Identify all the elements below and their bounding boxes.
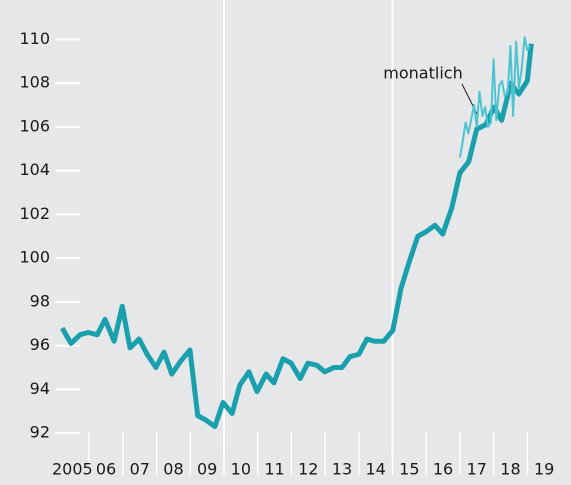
x-tick-label: 18 bbox=[500, 460, 520, 479]
x-tick-label: 2005 bbox=[52, 460, 93, 479]
x-tick-label: 19 bbox=[534, 460, 554, 479]
y-tick-label: 104 bbox=[19, 160, 50, 179]
x-tick-label: 12 bbox=[298, 460, 318, 479]
annotation: monatlich bbox=[383, 64, 462, 83]
x-tick-label: 06 bbox=[96, 460, 116, 479]
series-line bbox=[458, 36, 531, 158]
y-tick-label: 108 bbox=[19, 73, 50, 92]
y-tick-label: 110 bbox=[19, 29, 50, 48]
x-tick-label: 11 bbox=[264, 460, 284, 479]
y-tick-label: 102 bbox=[19, 204, 50, 223]
x-tick-label: 09 bbox=[197, 460, 217, 479]
x-tick-label: 14 bbox=[365, 460, 385, 479]
y-tick-label: 92 bbox=[30, 423, 50, 442]
x-tick-label: 10 bbox=[231, 460, 251, 479]
y-tick-label: 94 bbox=[30, 379, 50, 398]
x-tick-label: 16 bbox=[433, 460, 453, 479]
x-tick-label: 07 bbox=[130, 460, 150, 479]
x-tick-label: 15 bbox=[399, 460, 419, 479]
y-tick-label: 98 bbox=[30, 291, 50, 310]
x-tick-label: 13 bbox=[332, 460, 352, 479]
series-line bbox=[60, 43, 534, 430]
x-tick-label: 08 bbox=[163, 460, 183, 479]
x-tick-label: 17 bbox=[467, 460, 487, 479]
y-tick-label: 100 bbox=[19, 248, 50, 267]
y-tick-label: 96 bbox=[30, 335, 50, 354]
y-tick-label: 106 bbox=[19, 116, 50, 135]
